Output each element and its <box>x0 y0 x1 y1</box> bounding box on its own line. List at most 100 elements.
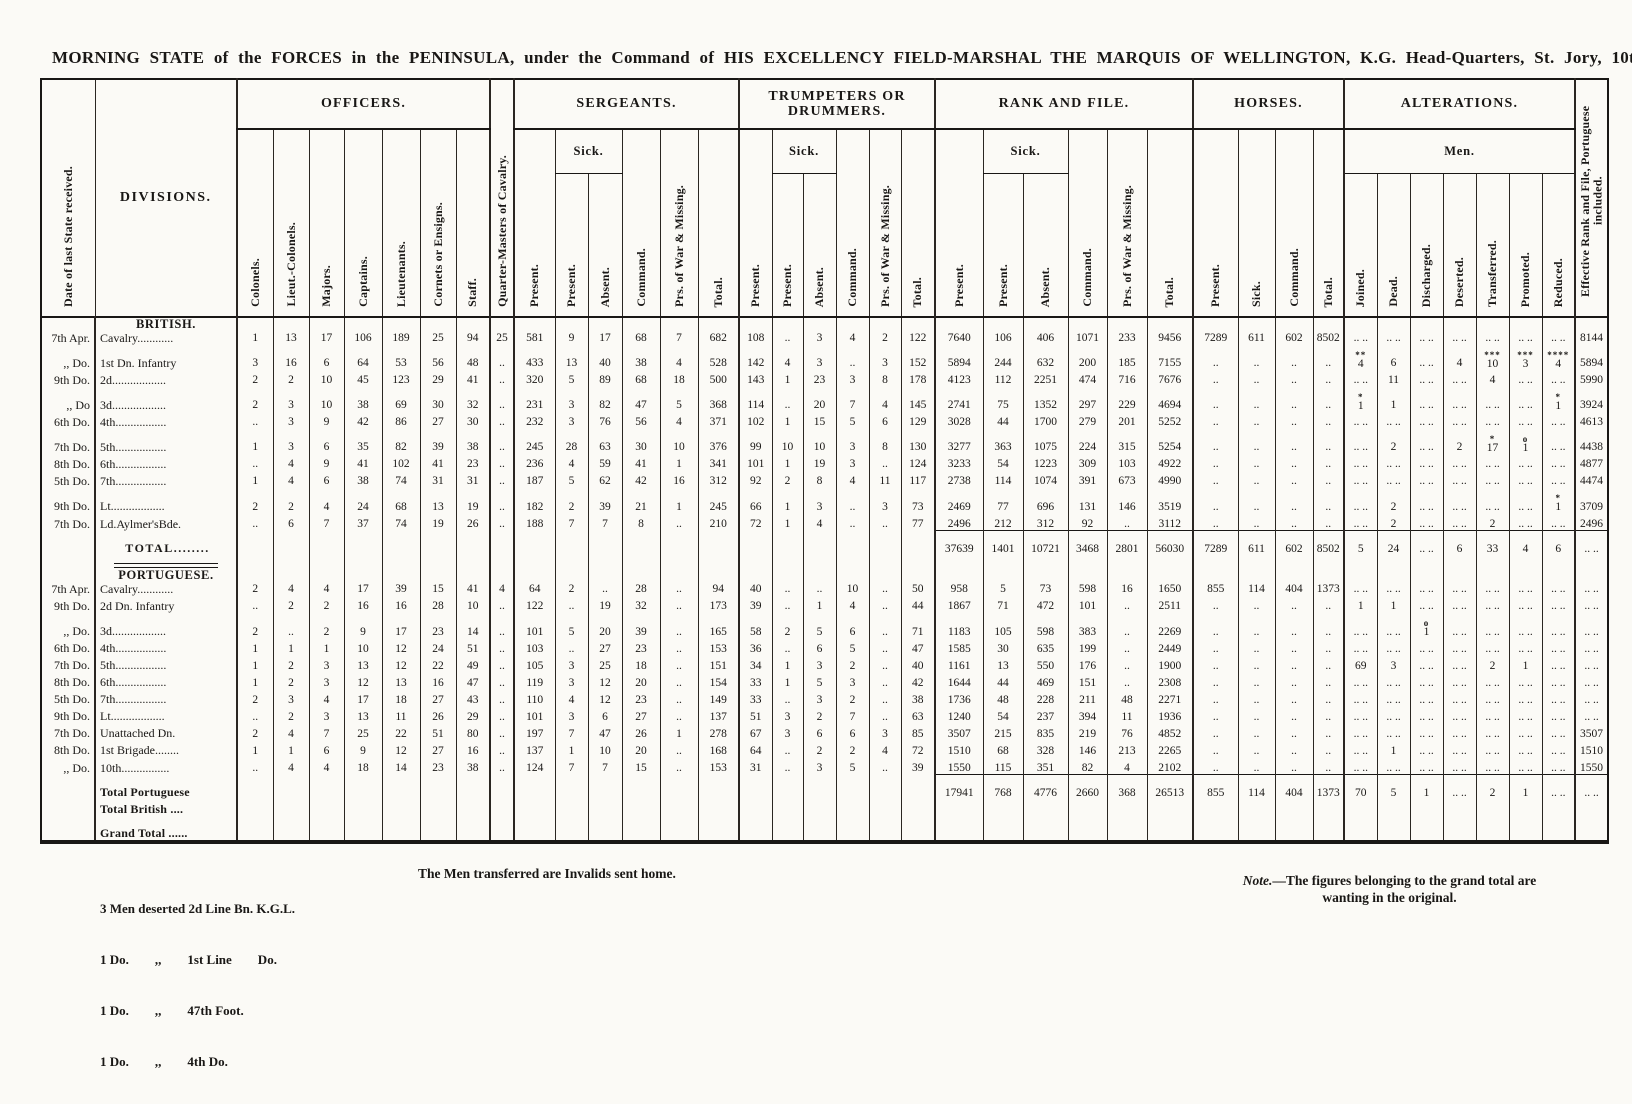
value-cell: 550 <box>1022 655 1068 673</box>
value-cell: 2 <box>272 672 309 690</box>
value-cell: 376 <box>697 429 739 455</box>
value-cell: .. .. <box>1442 412 1476 430</box>
value-cell: 29 <box>455 706 490 724</box>
footnote-marker: * <box>1489 434 1496 445</box>
value-cell: 245 <box>697 488 739 514</box>
rotated-label: Prs. of War & Missing. <box>1119 185 1134 307</box>
value-cell: 122 <box>513 596 555 614</box>
value-cell: 6 <box>308 471 344 489</box>
value-cell: .. <box>489 513 514 531</box>
value-cell: .. <box>1192 412 1238 430</box>
value-cell: 7 <box>308 723 344 741</box>
cell-value: 4 <box>1357 357 1364 370</box>
value-cell: 598 <box>1067 555 1107 597</box>
value-cell: .. <box>1237 672 1275 690</box>
value-cell <box>236 530 273 556</box>
value-cell: 2265 <box>1146 740 1193 758</box>
value-cell: 92 <box>738 471 772 489</box>
value-cell: .. <box>659 596 698 614</box>
value-cell <box>587 816 622 843</box>
division-cell: Total Portuguese <box>94 774 237 800</box>
value-cell: 1 <box>659 454 698 472</box>
value-cell: .. .. <box>1409 454 1443 472</box>
value-cell: .. <box>659 613 698 639</box>
value-cell: 39 <box>419 429 456 455</box>
value-cell: 3277 <box>934 429 983 455</box>
value-cell: .. <box>1274 412 1313 430</box>
value-cell: 110 <box>513 689 555 707</box>
value-cell: 19 <box>587 596 622 614</box>
value-cell: 1 <box>771 513 803 531</box>
value-cell: 1 <box>1376 387 1410 413</box>
value-cell: 2 <box>272 370 309 387</box>
value-cell: 1 <box>236 740 273 758</box>
value-cell: 82 <box>1067 757 1107 775</box>
date-cell <box>41 799 95 816</box>
value-cell: .. .. <box>1442 454 1476 472</box>
value-cell: 2 <box>236 387 273 413</box>
value-cell: .. <box>771 740 803 758</box>
value-cell: .. .. <box>1508 723 1542 741</box>
value-cell: 43 <box>455 689 490 707</box>
value-cell: .. .. <box>1508 471 1542 489</box>
value-cell: .. .. <box>1442 689 1476 707</box>
value-cell: 10 <box>308 370 344 387</box>
value-cell: 611 <box>1237 317 1275 345</box>
value-cell: 197 <box>513 723 555 741</box>
value-cell: 4 <box>835 471 869 489</box>
value-cell: 77 <box>900 513 935 531</box>
value-cell: 219 <box>1067 723 1107 741</box>
value-cell <box>343 774 382 800</box>
value-cell: 201 <box>1106 412 1147 430</box>
value-cell: 4 <box>308 555 344 597</box>
sergeants-group-header: SERGEANTS. <box>513 79 739 130</box>
value-cell: 9 <box>343 740 382 758</box>
value-cell: 77 <box>982 488 1023 514</box>
value-cell <box>343 816 382 843</box>
value-cell: 122 <box>900 317 935 345</box>
value-cell: .. .. <box>1376 317 1410 345</box>
value-cell: 10 <box>659 429 698 455</box>
value-cell <box>455 774 490 800</box>
value-cell: 15 <box>802 412 836 430</box>
deserters-footnote-line: 1 Do. ,, 47th Foot. <box>100 1003 244 1018</box>
value-cell: .. .. <box>1541 655 1575 673</box>
value-cell: 297 <box>1067 387 1107 413</box>
division-name: 6th................. <box>100 676 167 689</box>
value-cell: 8502 <box>1312 530 1344 556</box>
value-cell: .. .. <box>1409 672 1443 690</box>
value-cell: 50 <box>900 555 935 597</box>
value-cell <box>489 799 514 817</box>
table-row: Grand Total ...... <box>41 816 1608 843</box>
value-cell: 4852 <box>1146 723 1193 741</box>
value-cell: 10721 <box>1022 530 1068 556</box>
rotated-label: Command. <box>845 248 860 307</box>
value-cell: 6 <box>1376 344 1410 370</box>
value-cell: 37 <box>343 513 382 531</box>
value-cell <box>513 816 555 843</box>
value-cell: 11 <box>1106 706 1147 724</box>
value-cell: 4 <box>554 454 588 472</box>
value-cell: 4 <box>835 596 869 614</box>
value-cell: 2 <box>835 655 869 673</box>
value-cell <box>1312 816 1344 843</box>
value-cell: .. .. <box>1343 613 1377 639</box>
value-cell: .. .. <box>1409 488 1443 514</box>
division-cell: PORTUGUESE. Cavalry............ <box>94 555 237 597</box>
value-cell: 39 <box>738 596 772 614</box>
present-column-header: Present. <box>738 129 772 317</box>
date-cell: 6th Do. <box>54 414 90 429</box>
value-cell: 211 <box>1067 689 1107 707</box>
value-cell: 48 <box>982 689 1023 707</box>
value-cell <box>1376 816 1410 843</box>
value-cell <box>697 816 739 843</box>
value-cell: .. .. <box>1442 638 1476 656</box>
value-cell: 13 <box>381 672 420 690</box>
value-cell: .. <box>1192 429 1238 455</box>
value-cell <box>308 816 344 843</box>
value-cell: 25 <box>419 317 456 345</box>
value-cell: 3 <box>308 655 344 673</box>
value-cell: 1 <box>771 655 803 673</box>
value-cell: 18 <box>343 757 382 775</box>
value-cell: 1223 <box>1022 454 1068 472</box>
